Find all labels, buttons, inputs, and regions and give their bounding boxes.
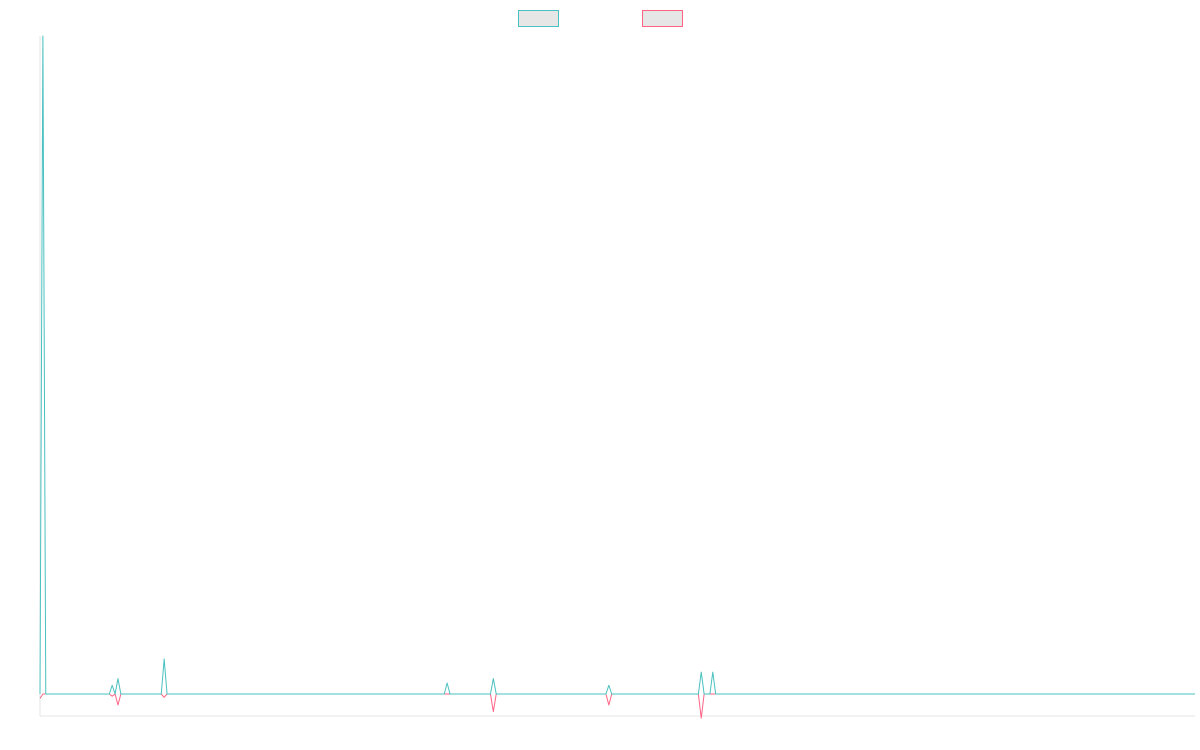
legend-swatch-1[interactable] [518, 10, 559, 27]
series-line-1 [39, 35, 1195, 695]
series-1 [39, 35, 1195, 695]
plot-area [39, 35, 1195, 719]
legend-item-1[interactable] [518, 10, 559, 27]
legend-swatch-2[interactable] [642, 10, 683, 27]
series-line-2 [39, 693, 1195, 719]
series-2 [39, 693, 1195, 719]
axes [39, 36, 1195, 717]
legend [518, 10, 683, 27]
legend-item-2[interactable] [642, 10, 683, 27]
